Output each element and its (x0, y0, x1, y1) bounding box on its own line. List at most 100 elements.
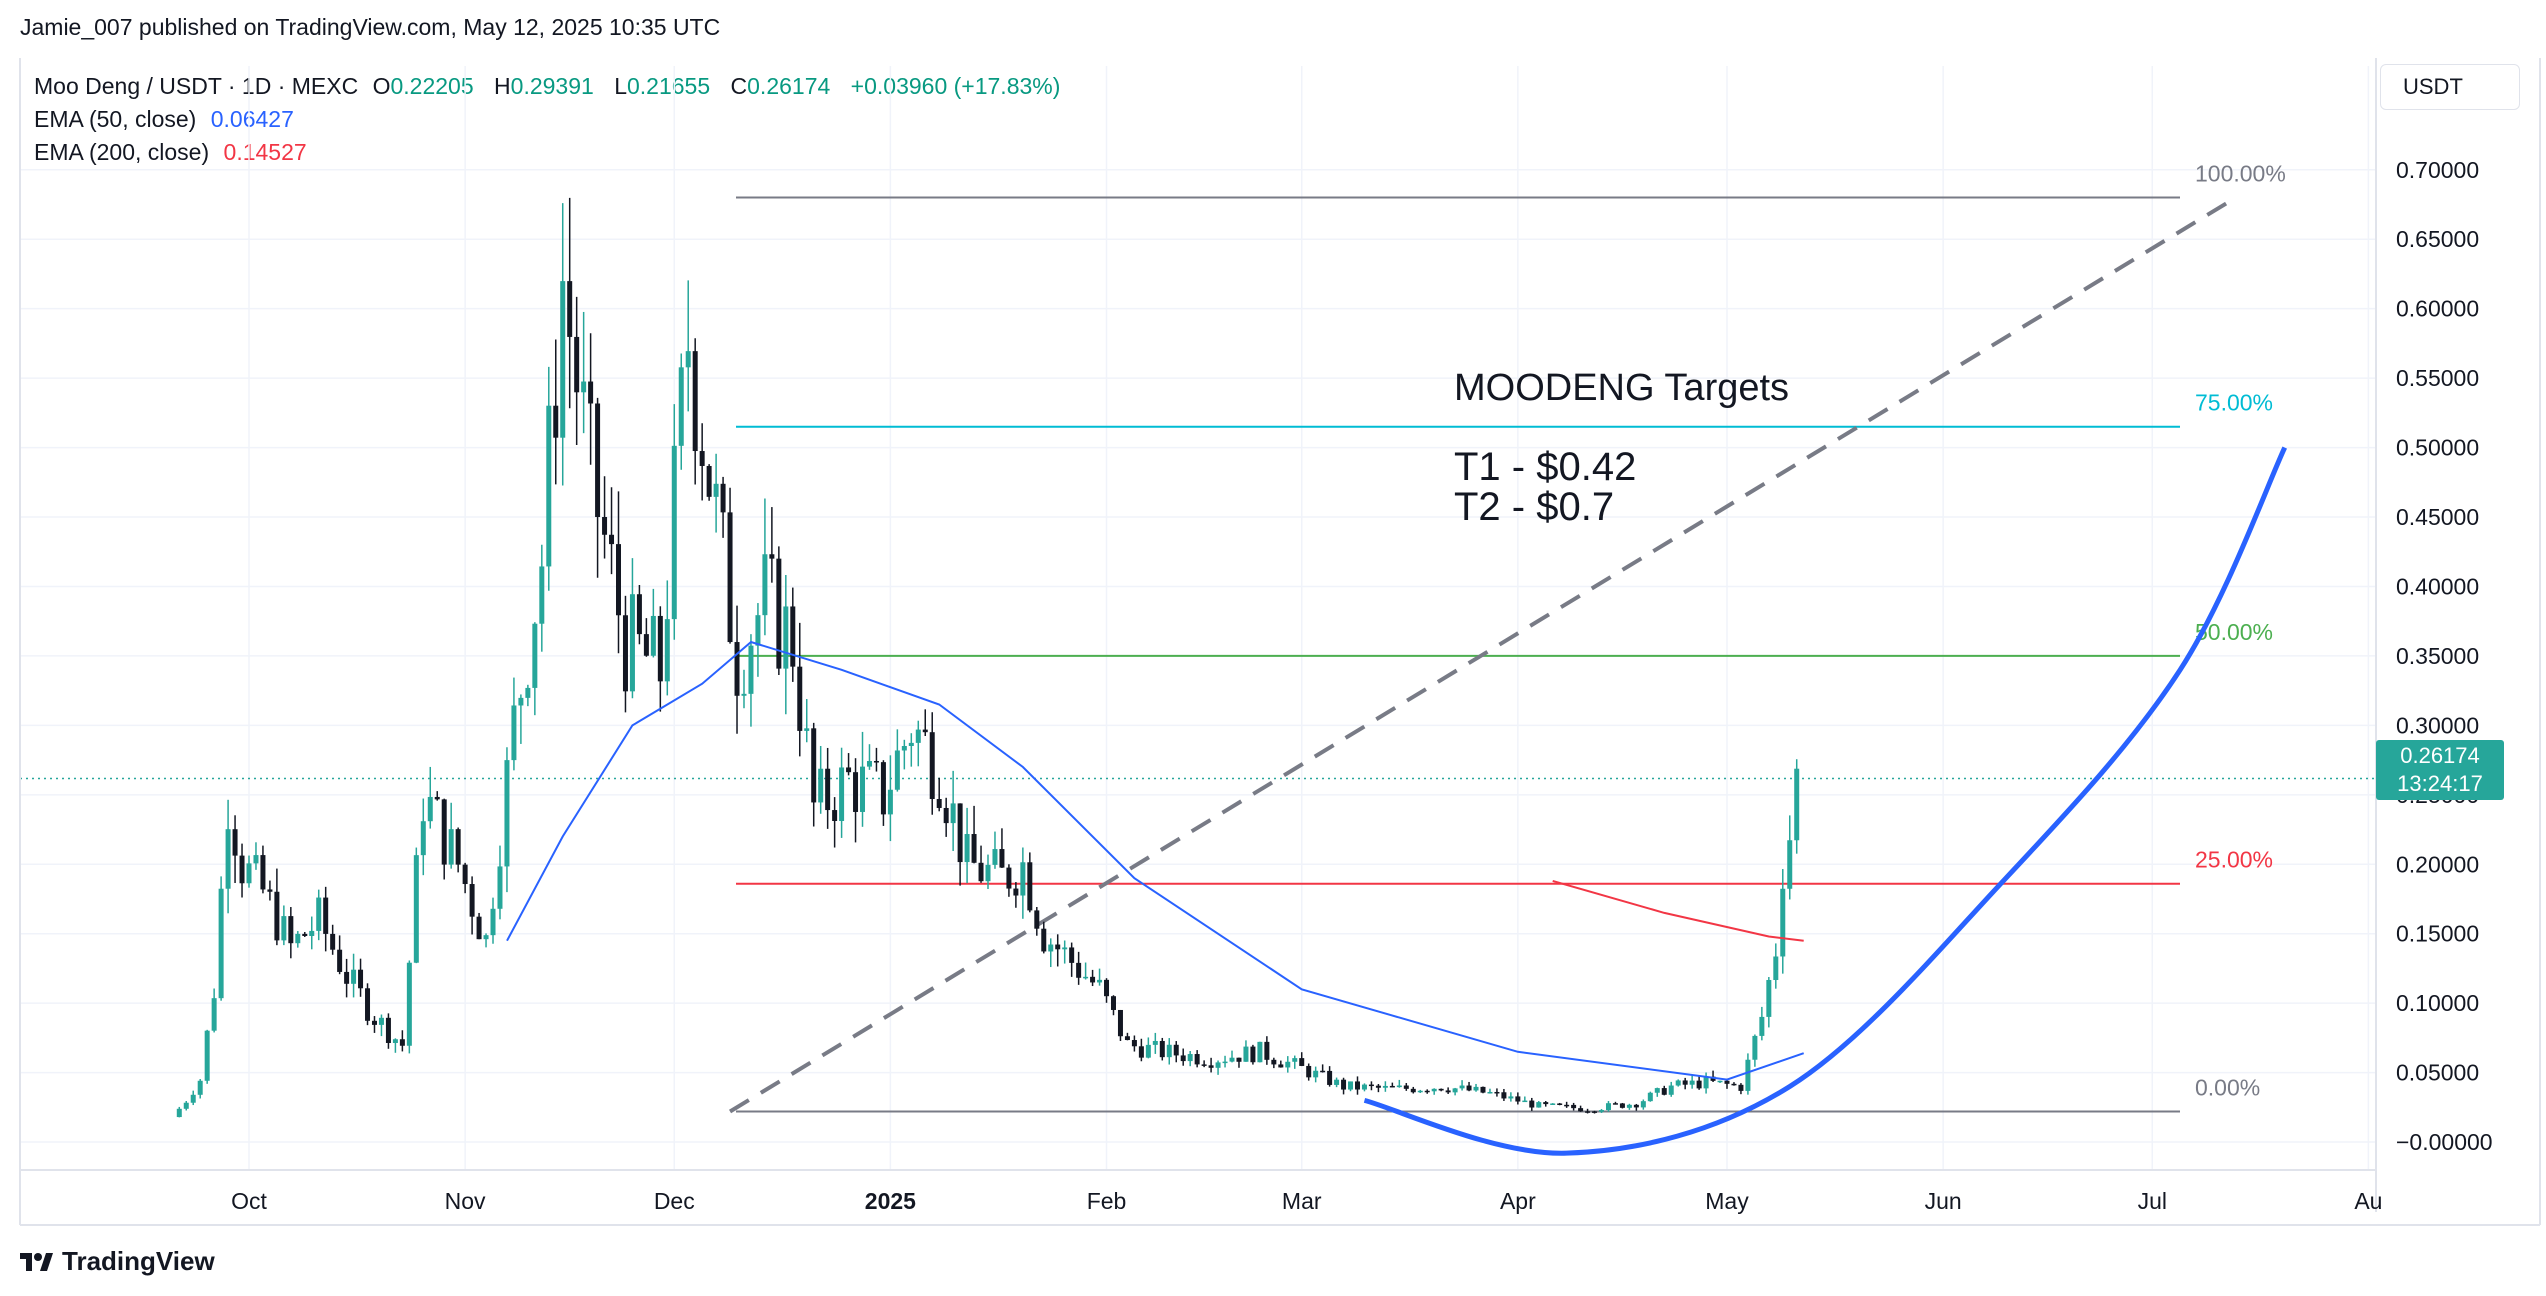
candle-up (762, 554, 768, 616)
candle-down (1173, 1044, 1179, 1056)
candle-down (1612, 1103, 1618, 1105)
ema50-label: EMA (50, close) (34, 106, 197, 132)
candle-up (225, 829, 231, 889)
candle-down (1124, 1036, 1130, 1041)
candle-up (1334, 1079, 1340, 1085)
candle-down (978, 862, 984, 882)
price-tick-label: 0.05000 (2396, 1060, 2479, 1086)
candle-up (525, 687, 531, 698)
time-tick-label: Au (2354, 1188, 2382, 1214)
candle-up (1097, 979, 1103, 983)
candle-up (1348, 1081, 1354, 1090)
candle-up (1675, 1080, 1681, 1086)
candle-down (1557, 1103, 1563, 1105)
close-label: C (730, 73, 748, 99)
ema-lines (506, 640, 1805, 1081)
tradingview-logo[interactable]: TradingView (18, 1246, 215, 1277)
candle-up (1703, 1076, 1709, 1089)
candle-down (1208, 1065, 1214, 1068)
candle-up (1640, 1101, 1646, 1108)
candle-up (378, 1017, 384, 1025)
candle-down (1633, 1104, 1639, 1108)
candle-down (1724, 1080, 1730, 1084)
targets-title: MOODENG Targets (1454, 367, 1789, 409)
candle-down (1438, 1088, 1444, 1091)
candle-down (1731, 1083, 1737, 1086)
candle-up (755, 615, 761, 646)
candle-down (385, 1017, 391, 1043)
candle-up (497, 866, 503, 909)
time-tick-label: 2025 (865, 1188, 916, 1214)
candle-down (1278, 1064, 1284, 1068)
candle-up (1222, 1061, 1228, 1064)
target-1-text: T1 - $0.42 (1454, 445, 1636, 489)
candle-up (629, 594, 635, 692)
candle-up (420, 821, 426, 856)
brand-name: TradingView (62, 1246, 215, 1276)
candle-down (1355, 1081, 1360, 1090)
candle-up (1417, 1090, 1423, 1093)
candle-up (1459, 1085, 1465, 1089)
candle-up (783, 606, 789, 669)
candle-up (839, 767, 845, 821)
close-value: 0.26174 (747, 73, 831, 99)
ema200-row[interactable]: EMA (200, close) 0.14527 (34, 136, 1060, 169)
candle-down (302, 933, 308, 936)
projection-curve (1363, 446, 2288, 1156)
tradingview-logo-icon (20, 1252, 53, 1271)
candle-up (246, 863, 252, 884)
candle-down (553, 405, 559, 438)
candle-down (1055, 944, 1061, 950)
candle-up (1550, 1103, 1556, 1105)
ema50-value: 0.06427 (210, 106, 294, 132)
candle-down (1696, 1080, 1702, 1089)
candle-down (595, 403, 601, 518)
candle-down (1041, 928, 1047, 952)
candle-up (1396, 1085, 1402, 1088)
symbol-title[interactable]: Moo Deng / USDT · 1D · MEXC (34, 73, 359, 99)
candle-down (846, 767, 852, 773)
candle-up (866, 761, 872, 767)
candle-up (1668, 1085, 1674, 1095)
candle-up (1522, 1100, 1528, 1103)
fib-label: 25.00% (2195, 847, 2273, 873)
candle-up (1745, 1059, 1751, 1091)
currency-selector-button[interactable]: USDT (2380, 64, 2520, 110)
candle-up (581, 381, 587, 393)
ema50-line (506, 640, 1805, 1081)
candle-down (936, 799, 942, 808)
candle-up (511, 705, 517, 761)
candle-up (901, 746, 907, 751)
ema50-row[interactable]: EMA (50, close) 0.06427 (34, 103, 1060, 136)
time-axis: Oct Nov Dec 2025 Feb Mar Apr May Jun Jul Au (231, 1188, 2382, 1214)
high-value: 0.29391 (510, 73, 594, 99)
candle-up (1473, 1086, 1479, 1091)
price-tick-label: 0.20000 (2396, 851, 2479, 877)
time-tick-label: Apr (1500, 1188, 1536, 1214)
ema200-line (1552, 879, 1804, 942)
fib-retracement: 100.00%75.00%50.00%25.00%0.00% (736, 161, 2286, 1113)
candle-down (622, 615, 628, 692)
candle-up (992, 849, 998, 865)
candle-up (1452, 1088, 1458, 1093)
candle-up (1229, 1057, 1235, 1062)
candle-down (1110, 996, 1116, 1010)
candle-up (1243, 1046, 1249, 1062)
candle-down (1389, 1085, 1395, 1088)
candle-down (1034, 910, 1040, 929)
candle-down (1006, 867, 1012, 889)
candles (176, 197, 1800, 1118)
candle-down (1480, 1086, 1486, 1093)
candle-up (678, 367, 684, 446)
candle-up (448, 829, 454, 865)
candle-down (1180, 1055, 1186, 1062)
candle-down (344, 971, 350, 984)
candle-up (1773, 956, 1779, 980)
candle-down (330, 933, 336, 950)
candle-down (811, 728, 817, 803)
candle-up (532, 623, 538, 688)
price-tick-label: 0.65000 (2396, 226, 2479, 252)
candle-down (365, 988, 371, 1021)
candle-down (1445, 1090, 1451, 1093)
